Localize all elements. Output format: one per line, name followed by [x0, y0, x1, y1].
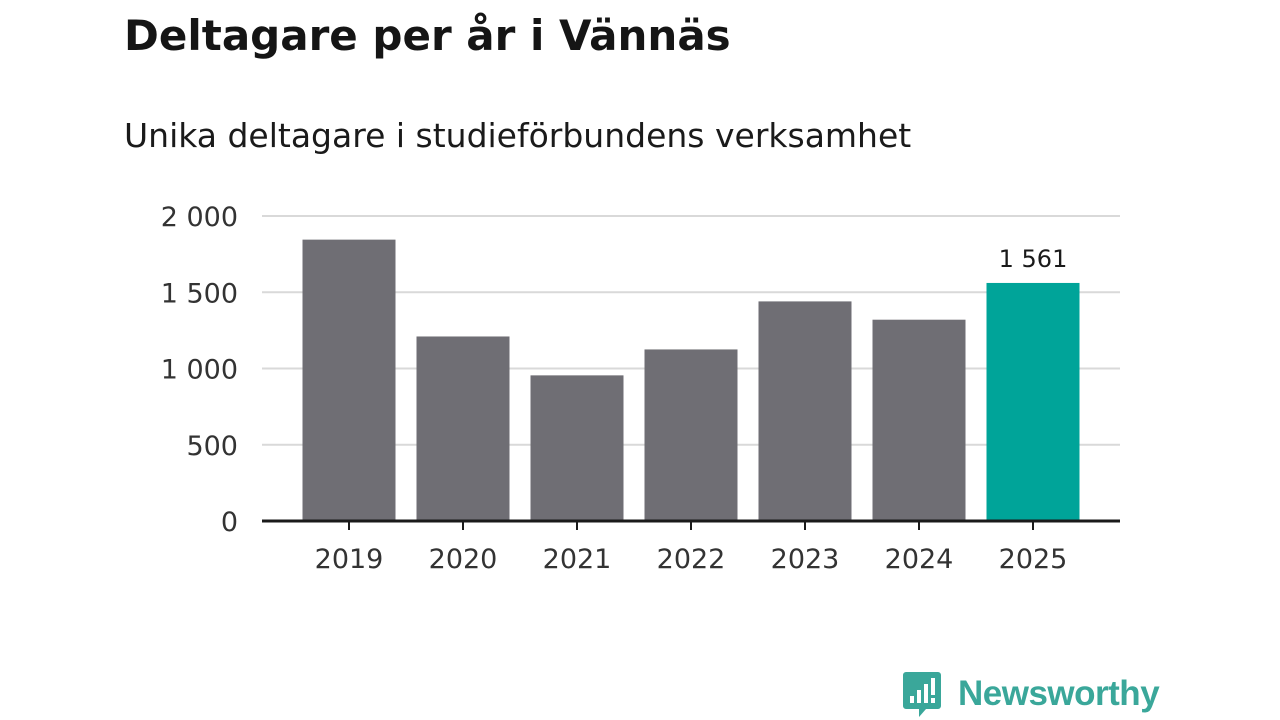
chart-title: Deltagare per år i Vännäs — [124, 11, 731, 60]
data-labels: 1 561 — [999, 245, 1068, 273]
x-tick-label: 2025 — [999, 544, 1068, 575]
bar-2019 — [302, 239, 396, 521]
x-tick-label: 2022 — [657, 544, 726, 575]
brand-name: Newsworthy — [958, 674, 1160, 713]
y-tick-label: 1 000 — [161, 355, 238, 386]
bar-2024 — [872, 319, 966, 521]
x-axis-tick-labels: 2019 2020 2021 2022 2023 2024 2025 — [315, 544, 1068, 575]
bar-2023 — [758, 301, 852, 521]
x-tick-label: 2023 — [771, 544, 840, 575]
bar-chart: 0 500 1 000 1 500 2 000 2019 2020 2021 2022 2023… — [161, 202, 1120, 575]
y-axis-tick-labels: 0 500 1 000 1 500 2 000 — [161, 202, 238, 538]
newsworthy-logo-icon — [903, 672, 941, 717]
bar-2022 — [644, 349, 738, 521]
y-tick-label: 500 — [186, 431, 238, 462]
bar-2021 — [530, 375, 624, 521]
x-tick-label: 2019 — [315, 544, 384, 575]
data-label: 1 561 — [999, 245, 1068, 273]
y-tick-label: 0 — [221, 507, 238, 538]
bar-2025 — [986, 282, 1080, 521]
x-axis — [262, 519, 1120, 530]
bars — [302, 239, 1080, 521]
x-tick-label: 2021 — [543, 544, 612, 575]
y-tick-label: 1 500 — [161, 278, 238, 309]
bar-2020 — [416, 336, 510, 521]
y-tick-label: 2 000 — [161, 202, 238, 233]
chart-subtitle: Unika deltagare i studieförbundens verks… — [124, 116, 912, 155]
x-tick-label: 2020 — [429, 544, 498, 575]
x-tick-label: 2024 — [885, 544, 954, 575]
newsworthy-brand: Newsworthy — [902, 668, 1160, 720]
